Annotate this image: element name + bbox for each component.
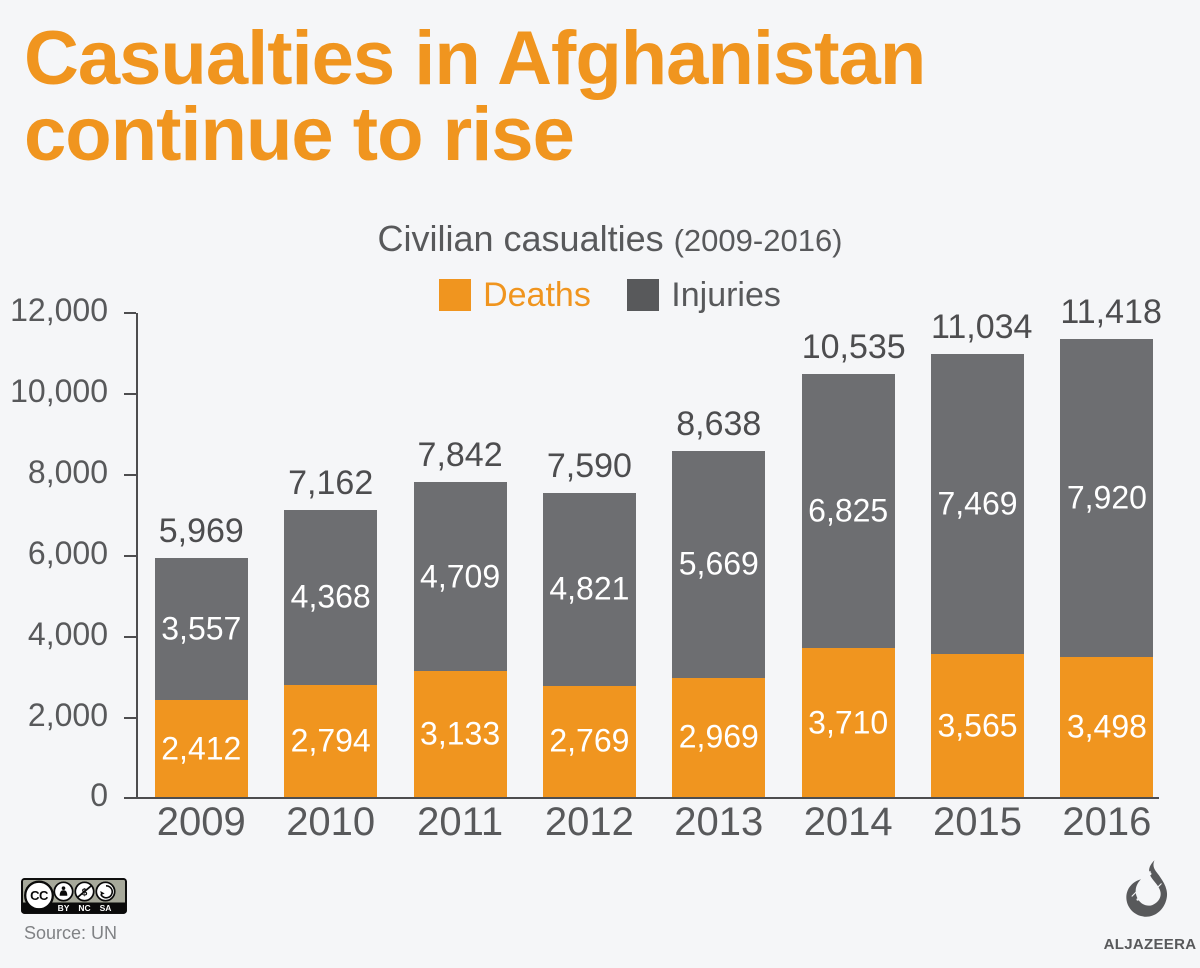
svg-text:SA: SA [100,903,112,913]
svg-text:CC: CC [30,888,49,903]
svg-text:BY: BY [58,903,70,913]
svg-text:NC: NC [78,903,90,913]
